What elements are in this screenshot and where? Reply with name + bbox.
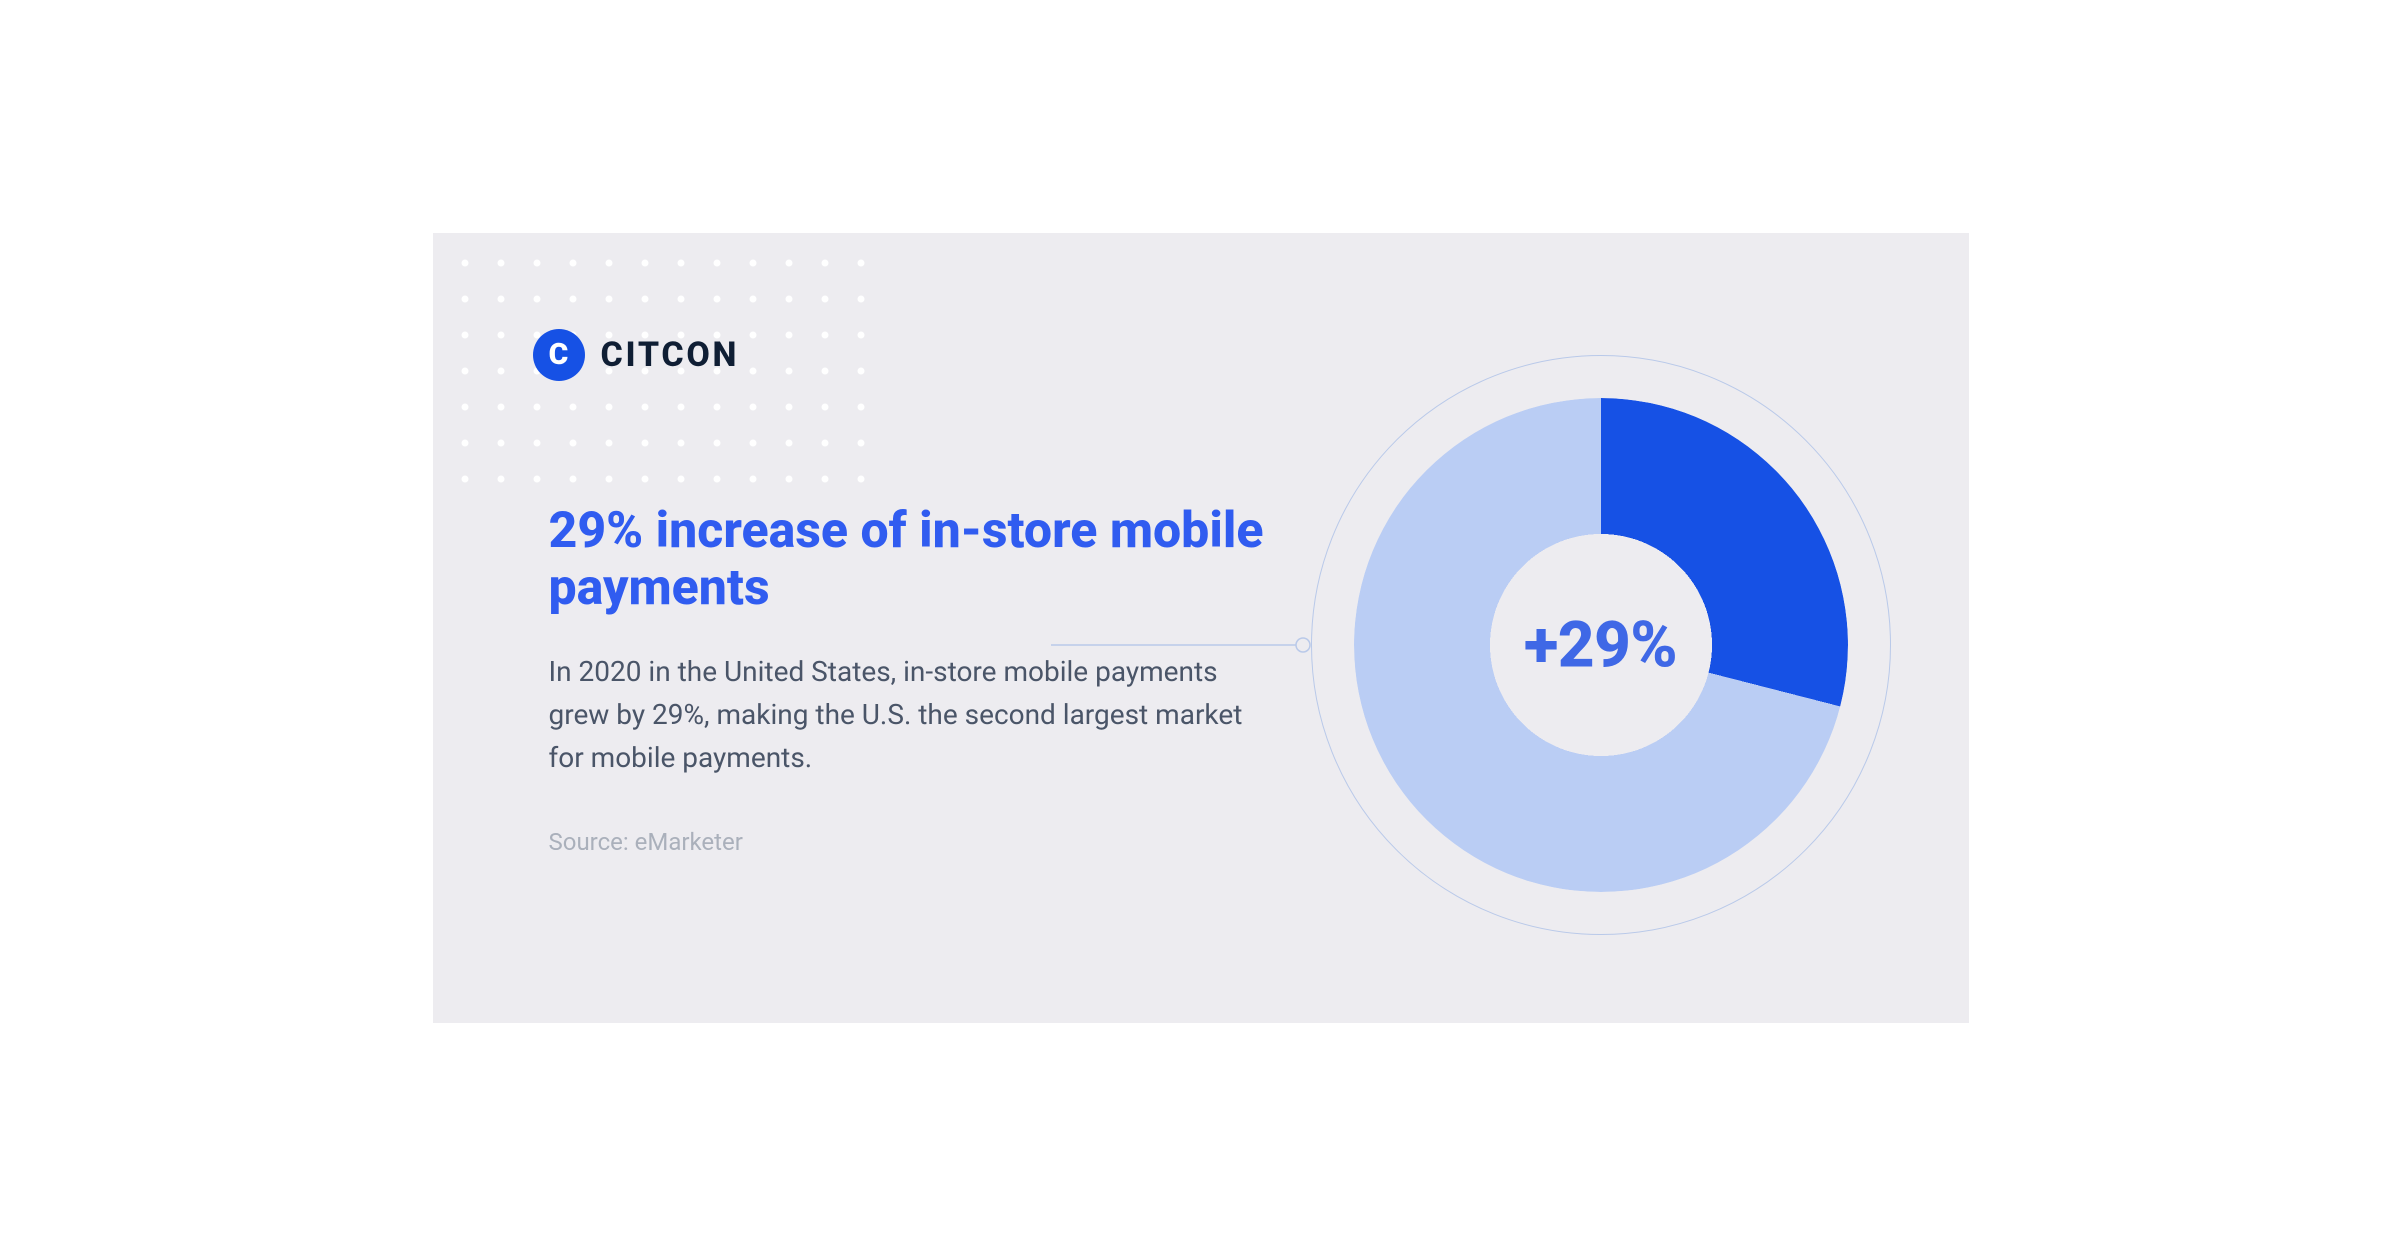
body-paragraph: In 2020 in the United States, in-store m… (549, 650, 1269, 780)
donut-chart: +29% (1311, 355, 1891, 935)
infographic-canvas: C CITCON 29% increase of in-store mobile… (433, 233, 1969, 1023)
brand-logo: C CITCON (533, 329, 740, 381)
connector-line (1039, 631, 1315, 659)
logo-wordmark: CITCON (601, 335, 740, 375)
logo-mark-icon: C (533, 329, 585, 381)
headline-title: 29% increase of in-store mobile payments (549, 503, 1269, 618)
dot-grid-decoration (433, 243, 917, 535)
content-block: 29% increase of in-store mobile payments… (549, 503, 1269, 856)
donut-center-label: +29% (1524, 607, 1677, 682)
source-attribution: Source: eMarketer (549, 828, 1269, 856)
logo-mark-letter: C (549, 337, 569, 372)
